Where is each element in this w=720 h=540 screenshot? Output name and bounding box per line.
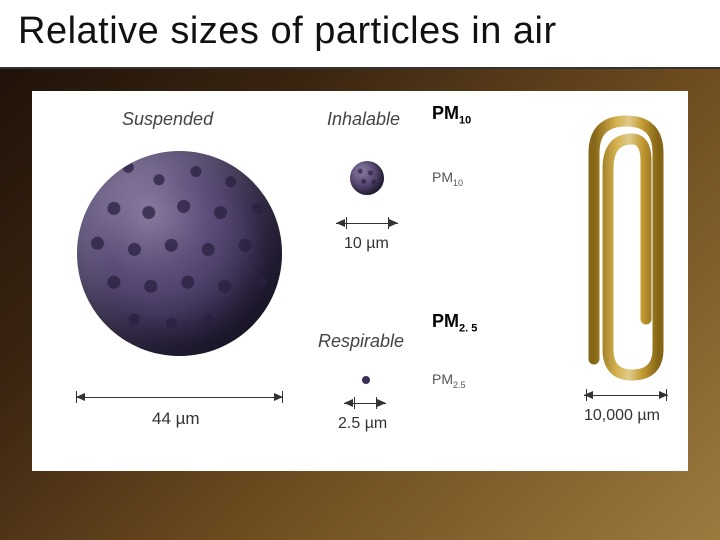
paperclip-icon <box>572 109 682 394</box>
pm10-overlay-text: PM <box>432 103 459 123</box>
paperclip-size-text: 10,000 µm <box>584 407 660 425</box>
pm10-overlay-sub: 10 <box>459 115 471 127</box>
pm25-small-label: PM2.5 <box>432 371 466 390</box>
respirable-label: Respirable <box>318 331 404 352</box>
suspended-size-text: 44 µm <box>152 409 200 429</box>
inhalable-label: Inhalable <box>327 109 400 130</box>
pm10-sub: 10 <box>453 178 463 188</box>
white-panel: Suspended 44 µm Inhalable PM10 10 µm Res… <box>32 91 688 471</box>
pm25-text: PM <box>432 371 453 387</box>
pm25-overlay-label: PM2. 5 <box>432 311 477 335</box>
respirable-size-text: 2.5 µm <box>338 415 387 433</box>
page-title: Relative sizes of particles in air <box>18 10 702 53</box>
inhalable-size-text: 10 µm <box>344 235 389 253</box>
pm10-small-label: PM10 <box>432 169 463 188</box>
suspended-particle-icon <box>77 151 282 356</box>
suspended-dimension-line <box>76 397 283 398</box>
paperclip-dimension-line <box>584 395 668 396</box>
respirable-dimension-line <box>344 403 386 404</box>
pm25-overlay-sub: 2. 5 <box>459 323 477 335</box>
pm25-overlay-text: PM <box>432 311 459 331</box>
title-bar: Relative sizes of particles in air <box>0 0 720 69</box>
inhalable-dimension-line <box>336 223 398 224</box>
inhalable-particle-icon <box>350 161 384 195</box>
pm10-text: PM <box>432 169 453 185</box>
pm10-overlay-label: PM10 <box>432 103 471 127</box>
suspended-label: Suspended <box>122 109 213 130</box>
pm25-sub: 2.5 <box>453 380 466 390</box>
diagram-area: Suspended 44 µm Inhalable PM10 10 µm Res… <box>0 91 720 521</box>
respirable-particle-icon <box>362 376 370 384</box>
